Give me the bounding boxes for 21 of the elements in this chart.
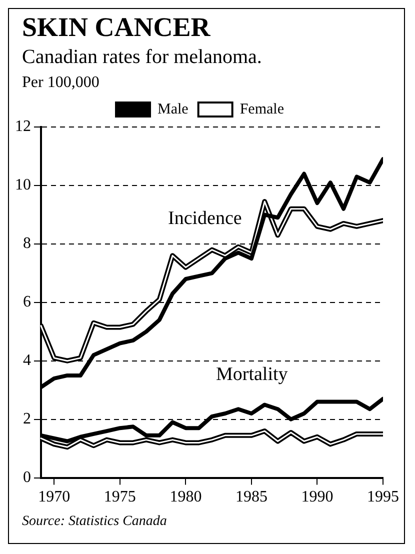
y-tick-label: 8 [23,235,31,252]
legend-label: Male [158,101,189,118]
y-tick-label: 0 [23,469,31,486]
x-tick-label: 1975 [104,488,136,506]
x-tick-label: 1990 [301,488,334,506]
y-tick-label: 4 [23,352,31,370]
legend-label: Female [240,101,284,118]
y-tick-label: 2 [23,410,31,428]
y-axis-title: Per 100,000 [22,74,100,92]
x-tick-label: 1985 [235,488,268,506]
chart-subtitle: Canadian rates for melanoma. [22,46,262,69]
y-tick-label: 10 [15,176,31,194]
chart-title: SKIN CANCER [22,12,210,43]
annotation: Incidence [168,208,242,230]
x-tick-label: 1995 [367,488,399,506]
y-tick-label: 12 [15,118,31,136]
source-note: Source: Statistics Canada [22,514,167,530]
x-tick-label: 1970 [38,488,70,506]
y-tick-label: 6 [23,294,31,311]
annotation: Mortality [216,364,288,386]
x-tick-label: 1980 [170,488,202,506]
